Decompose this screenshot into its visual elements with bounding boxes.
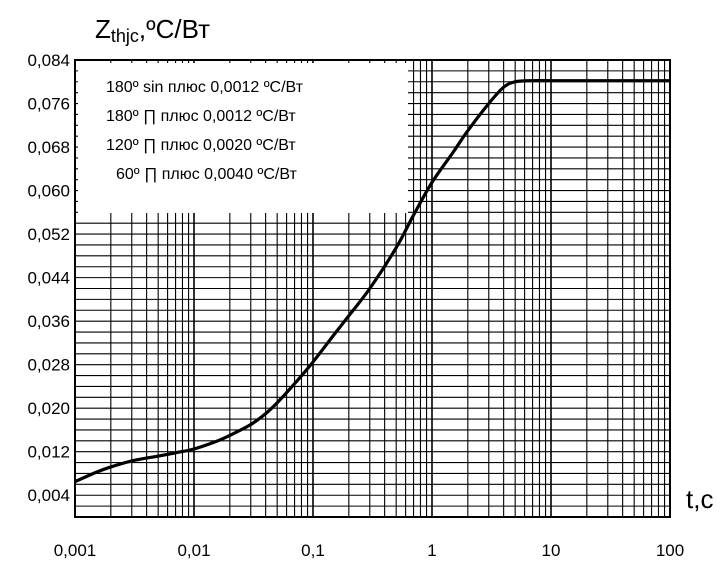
x-tick-label: 10 (542, 541, 561, 560)
x-tick-label: 0,01 (177, 541, 210, 560)
x-tick-label: 0,001 (54, 541, 97, 560)
legend-entry: 120º ∏ плюс 0,0020 ºC/Вт (106, 137, 296, 154)
plot-frame (74, 59, 671, 518)
y-axis-title: Zthjc,ºC/Вт (95, 14, 210, 46)
legend-box (78, 63, 408, 213)
x-tick-label: 100 (656, 541, 684, 560)
tick-labels: 0,001 0,01 0,1 1 10 100 0,004 0,012 0,020 0,028 0,… (27, 51, 684, 560)
y-title-main: Z (95, 14, 111, 44)
y-tick-label: 0,068 (27, 138, 70, 157)
y-tick-label: 0,012 (27, 443, 70, 462)
y-tick-label: 0,028 (27, 356, 70, 375)
series-line (74, 78, 670, 484)
y-title-sub: thjc (111, 26, 139, 46)
legend: 180º sin плюс 0,0012 ºC/Вт 180º ∏ плюс 0,… (78, 63, 408, 213)
y-tick-label: 0,052 (27, 225, 70, 244)
y-tick-label: 0,084 (27, 51, 70, 70)
y-tick-label: 0,076 (27, 95, 70, 114)
series-layer (74, 78, 670, 484)
y-tick-label: 0,036 (27, 312, 70, 331)
x-axis-title: t,c (686, 484, 713, 514)
y-title-unit: ,ºC/Вт (139, 14, 210, 44)
legend-entry: 180º sin плюс 0,0012 ºC/Вт (106, 79, 304, 96)
x-tick-label: 1 (427, 541, 436, 560)
legend-entry: 180º ∏ плюс 0,0012 ºC/Вт (106, 108, 296, 125)
x-tick-label: 0,1 (301, 541, 325, 560)
axes (74, 59, 671, 518)
y-tick-label: 0,044 (27, 269, 70, 288)
y-tick-label: 0,020 (27, 399, 70, 418)
y-tick-label: 0,060 (27, 182, 70, 201)
legend-entry: 60º ∏ плюс 0,0040 ºC/Вт (116, 166, 298, 183)
y-tick-label: 0,004 (27, 486, 70, 505)
